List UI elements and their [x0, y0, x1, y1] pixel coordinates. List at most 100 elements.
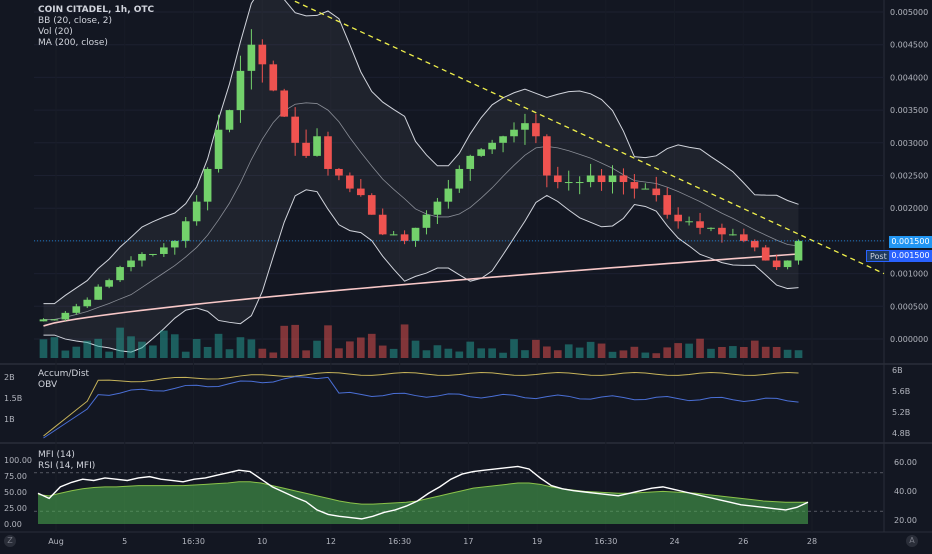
candle-body: [510, 129, 518, 137]
bollinger-lower-line: [43, 189, 799, 353]
volume-bar: [192, 339, 201, 358]
volume-bar: [258, 348, 267, 358]
accum-dist-line: [43, 372, 799, 437]
post-price-badge: 0.001500: [889, 250, 932, 262]
candle-body: [729, 234, 737, 236]
volume-bar: [564, 344, 573, 358]
candle-body: [783, 260, 792, 268]
candle-body: [72, 306, 81, 313]
volume-bar: [346, 341, 354, 358]
volume-bar: [94, 338, 103, 358]
volume-bar: [324, 325, 332, 358]
candle-body: [291, 116, 299, 143]
candle-body: [225, 110, 234, 130]
candle-body: [761, 247, 770, 261]
last-price-badge: 0.001500: [889, 236, 932, 248]
descending-trendline: [290, 0, 885, 275]
candle-body: [203, 168, 212, 202]
x-tick-label-9: 24: [669, 537, 679, 546]
volume-bar: [597, 343, 606, 358]
candle-body: [466, 155, 475, 169]
candle-body: [39, 319, 48, 322]
zoom-reset-button[interactable]: Z: [4, 535, 16, 547]
volume-bar: [170, 334, 179, 358]
x-tick-label-1: 5: [122, 537, 127, 546]
volume-bar: [378, 345, 387, 358]
candle-body: [269, 64, 278, 91]
candle-body: [521, 123, 529, 130]
x-tick-label-11: 28: [807, 537, 817, 546]
candle-body: [543, 136, 551, 176]
candle-body: [356, 188, 365, 196]
volume-bar: [149, 345, 157, 358]
rsi-mfi-line: [37, 481, 808, 505]
accum-right-tick-3: 4.8B: [892, 429, 910, 438]
x-tick-label-6: 17: [463, 537, 473, 546]
y-tick-label-0: 0.005000: [890, 8, 928, 17]
candle-body: [433, 201, 442, 215]
candle-body: [236, 70, 245, 111]
volume-bar: [39, 339, 48, 358]
volume-bar: [521, 350, 529, 358]
candle-body: [302, 142, 310, 156]
bollinger-basis-line: [43, 102, 799, 320]
candle-body: [707, 227, 715, 229]
volume-bar: [586, 341, 595, 358]
volume-bar: [280, 325, 289, 358]
mfi-right-tick-0: 60.00: [894, 458, 917, 467]
candle-body: [247, 44, 256, 71]
volume-bar: [422, 350, 431, 358]
candle-body: [116, 267, 124, 281]
candle-body: [335, 168, 343, 176]
bollinger-band-fill: [43, 0, 799, 353]
accum-left-tick-1: 1.5B: [4, 394, 22, 403]
volume-bar: [707, 348, 715, 358]
volume-bar: [488, 348, 496, 358]
candle-body: [94, 286, 103, 300]
volume-bar: [729, 346, 737, 358]
volume-bar: [181, 351, 190, 358]
volume-bar: [608, 351, 617, 358]
auto-scale-button[interactable]: A: [906, 535, 918, 547]
volume-bar: [619, 350, 628, 358]
candle-body: [674, 214, 682, 222]
volume-bar: [302, 350, 310, 358]
candle-body: [564, 182, 573, 184]
obv-line: [43, 376, 799, 439]
candle-body: [488, 142, 496, 150]
y-tick-label-4: 0.003000: [890, 139, 928, 148]
candle-body: [652, 188, 661, 196]
candle-body: [367, 195, 376, 215]
volume-bar: [510, 339, 518, 358]
y-tick-label-6: 0.002000: [890, 204, 928, 213]
candle-body: [160, 247, 168, 254]
volume-bar: [477, 348, 486, 358]
mfi-left-tick-4: 0.00: [4, 520, 22, 529]
volume-bar: [214, 333, 223, 358]
candle-body: [718, 227, 726, 235]
accum-left-tick-0: 2B: [4, 373, 15, 382]
volume-bar: [444, 348, 453, 358]
volume-bar: [663, 347, 672, 358]
candle-body: [181, 221, 190, 241]
volume-bar: [761, 346, 770, 358]
volume-bar: [466, 341, 475, 358]
volume-bar: [575, 347, 584, 358]
y-tick-label-2: 0.004000: [890, 73, 928, 82]
x-tick-label-5: 16:30: [388, 537, 411, 546]
y-tick-label-9: 0.000500: [890, 302, 928, 311]
x-tick-label-4: 12: [326, 537, 336, 546]
candle-body: [750, 240, 759, 248]
volume-bar: [630, 346, 639, 358]
volume-bar: [313, 340, 321, 358]
volume-bar: [641, 352, 650, 358]
candle-body: [575, 182, 584, 184]
x-tick-label-0: Aug: [48, 537, 64, 546]
x-tick-label-8: 16:30: [594, 537, 617, 546]
candle-body: [50, 319, 59, 321]
volume-bar: [772, 346, 781, 358]
candle-body: [389, 234, 398, 236]
